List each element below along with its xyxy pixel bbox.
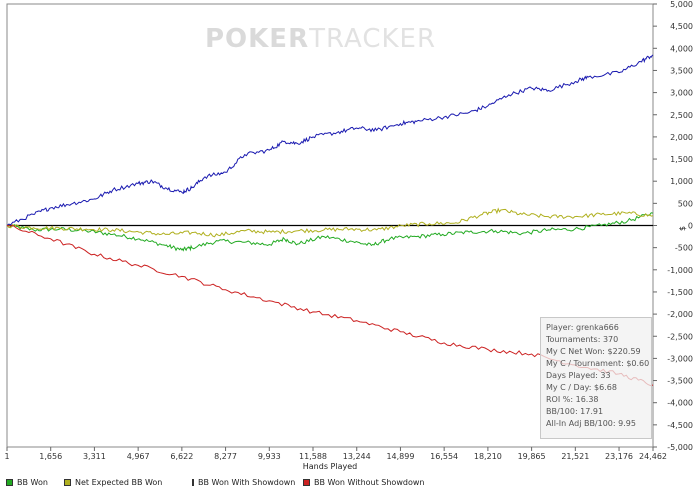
y-tick-label: -3,000	[667, 354, 693, 363]
stat-tournaments: Tournaments: 370	[546, 335, 619, 344]
y-tick-label: -1,000	[667, 266, 693, 275]
y-tick-label: -2,500	[667, 332, 693, 341]
x-tick-label: 23,176	[605, 452, 633, 461]
y-tick-label: 500	[678, 199, 693, 208]
y-tick-label: -500	[675, 244, 693, 253]
y-tick-label: -5,000	[667, 443, 693, 452]
legend-swatch	[6, 479, 13, 486]
stat-per-tournament: My C / Tournament: $0.60	[546, 359, 650, 368]
y-tick-label: 3,000	[670, 89, 693, 98]
y-tick-label: -3,500	[667, 377, 693, 386]
x-tick-label: 24,462	[639, 452, 667, 461]
stat-allin-bb100: All-In Adj BB/100: 9.95	[546, 419, 636, 428]
x-tick-label: 19,865	[518, 452, 546, 461]
x-axis-title: Hands Played	[303, 462, 357, 471]
y-tick-label: 4,500	[670, 22, 693, 31]
y-tick-label: 0	[688, 222, 693, 231]
x-tick-label: 21,521	[561, 452, 589, 461]
legend-item-net-expected[interactable]: Net Expected BB Won	[64, 478, 192, 487]
y-tick-label: -4,500	[667, 421, 693, 430]
y-axis-title: $	[678, 226, 687, 231]
x-tick-label: 1	[4, 452, 9, 461]
series-line-net-expected-bb-won	[6, 207, 654, 238]
x-tick-label: 8,277	[214, 452, 237, 461]
legend-label: BB Won	[17, 478, 48, 487]
x-tick-label: 18,210	[474, 452, 502, 461]
legend-swatch	[64, 479, 71, 486]
series-line-bb-won-with-showdown	[6, 54, 654, 226]
x-tick-label: 13,244	[343, 452, 371, 461]
y-tick-label: -1,500	[667, 288, 693, 297]
chart-legend: BB Won Net Expected BB Won BB Won With S…	[6, 478, 424, 487]
stat-per-day: My C / Day: $6.68	[546, 383, 617, 392]
series-line-bb-won	[6, 212, 654, 252]
y-tick-label: 1,500	[670, 155, 693, 164]
legend-swatch	[303, 479, 310, 486]
x-tick-label: 9,933	[258, 452, 281, 461]
y-tick-label: 4,000	[670, 44, 693, 53]
legend-label: Net Expected BB Won	[75, 478, 163, 487]
y-tick-label: 1,000	[670, 177, 693, 186]
x-tick-label: 3,311	[83, 452, 106, 461]
y-tick-label: 2,500	[670, 111, 693, 120]
y-tick-label: 2,000	[670, 133, 693, 142]
legend-label: BB Won With Showdown	[198, 478, 296, 487]
legend-item-won-without-showdown[interactable]: BB Won Without Showdown	[303, 478, 424, 487]
pokertracker-watermark: POKERTRACKER	[205, 24, 437, 54]
stat-days-played: Days Played: 33	[546, 371, 611, 380]
stats-panel: Player: grenka666 Tournaments: 370 My C …	[540, 317, 652, 439]
y-tick-label: 3,500	[670, 66, 693, 75]
x-tick-label: 1,656	[39, 452, 62, 461]
x-tick-label: 4,967	[127, 452, 150, 461]
y-tick-label: -4,000	[667, 399, 693, 408]
stat-player: Player: grenka666	[546, 323, 619, 332]
x-tick-label: 16,554	[430, 452, 458, 461]
x-tick-label: 14,899	[386, 452, 414, 461]
x-tick-label: 6,622	[170, 452, 193, 461]
legend-item-won-with-showdown[interactable]: BB Won With Showdown	[192, 478, 295, 487]
legend-item-bb-won[interactable]: BB Won	[6, 478, 64, 487]
y-tick-label: 5,000	[670, 0, 693, 9]
x-tick-label: 11,588	[299, 452, 327, 461]
y-tick-label: -2,000	[667, 310, 693, 319]
stat-roi: ROI %: 16.38	[546, 395, 599, 404]
legend-swatch	[192, 479, 194, 486]
stat-net-won: My C Net Won: $220.59	[546, 347, 641, 356]
stat-bb100: BB/100: 17.91	[546, 407, 604, 416]
legend-label: BB Won Without Showdown	[314, 478, 425, 487]
